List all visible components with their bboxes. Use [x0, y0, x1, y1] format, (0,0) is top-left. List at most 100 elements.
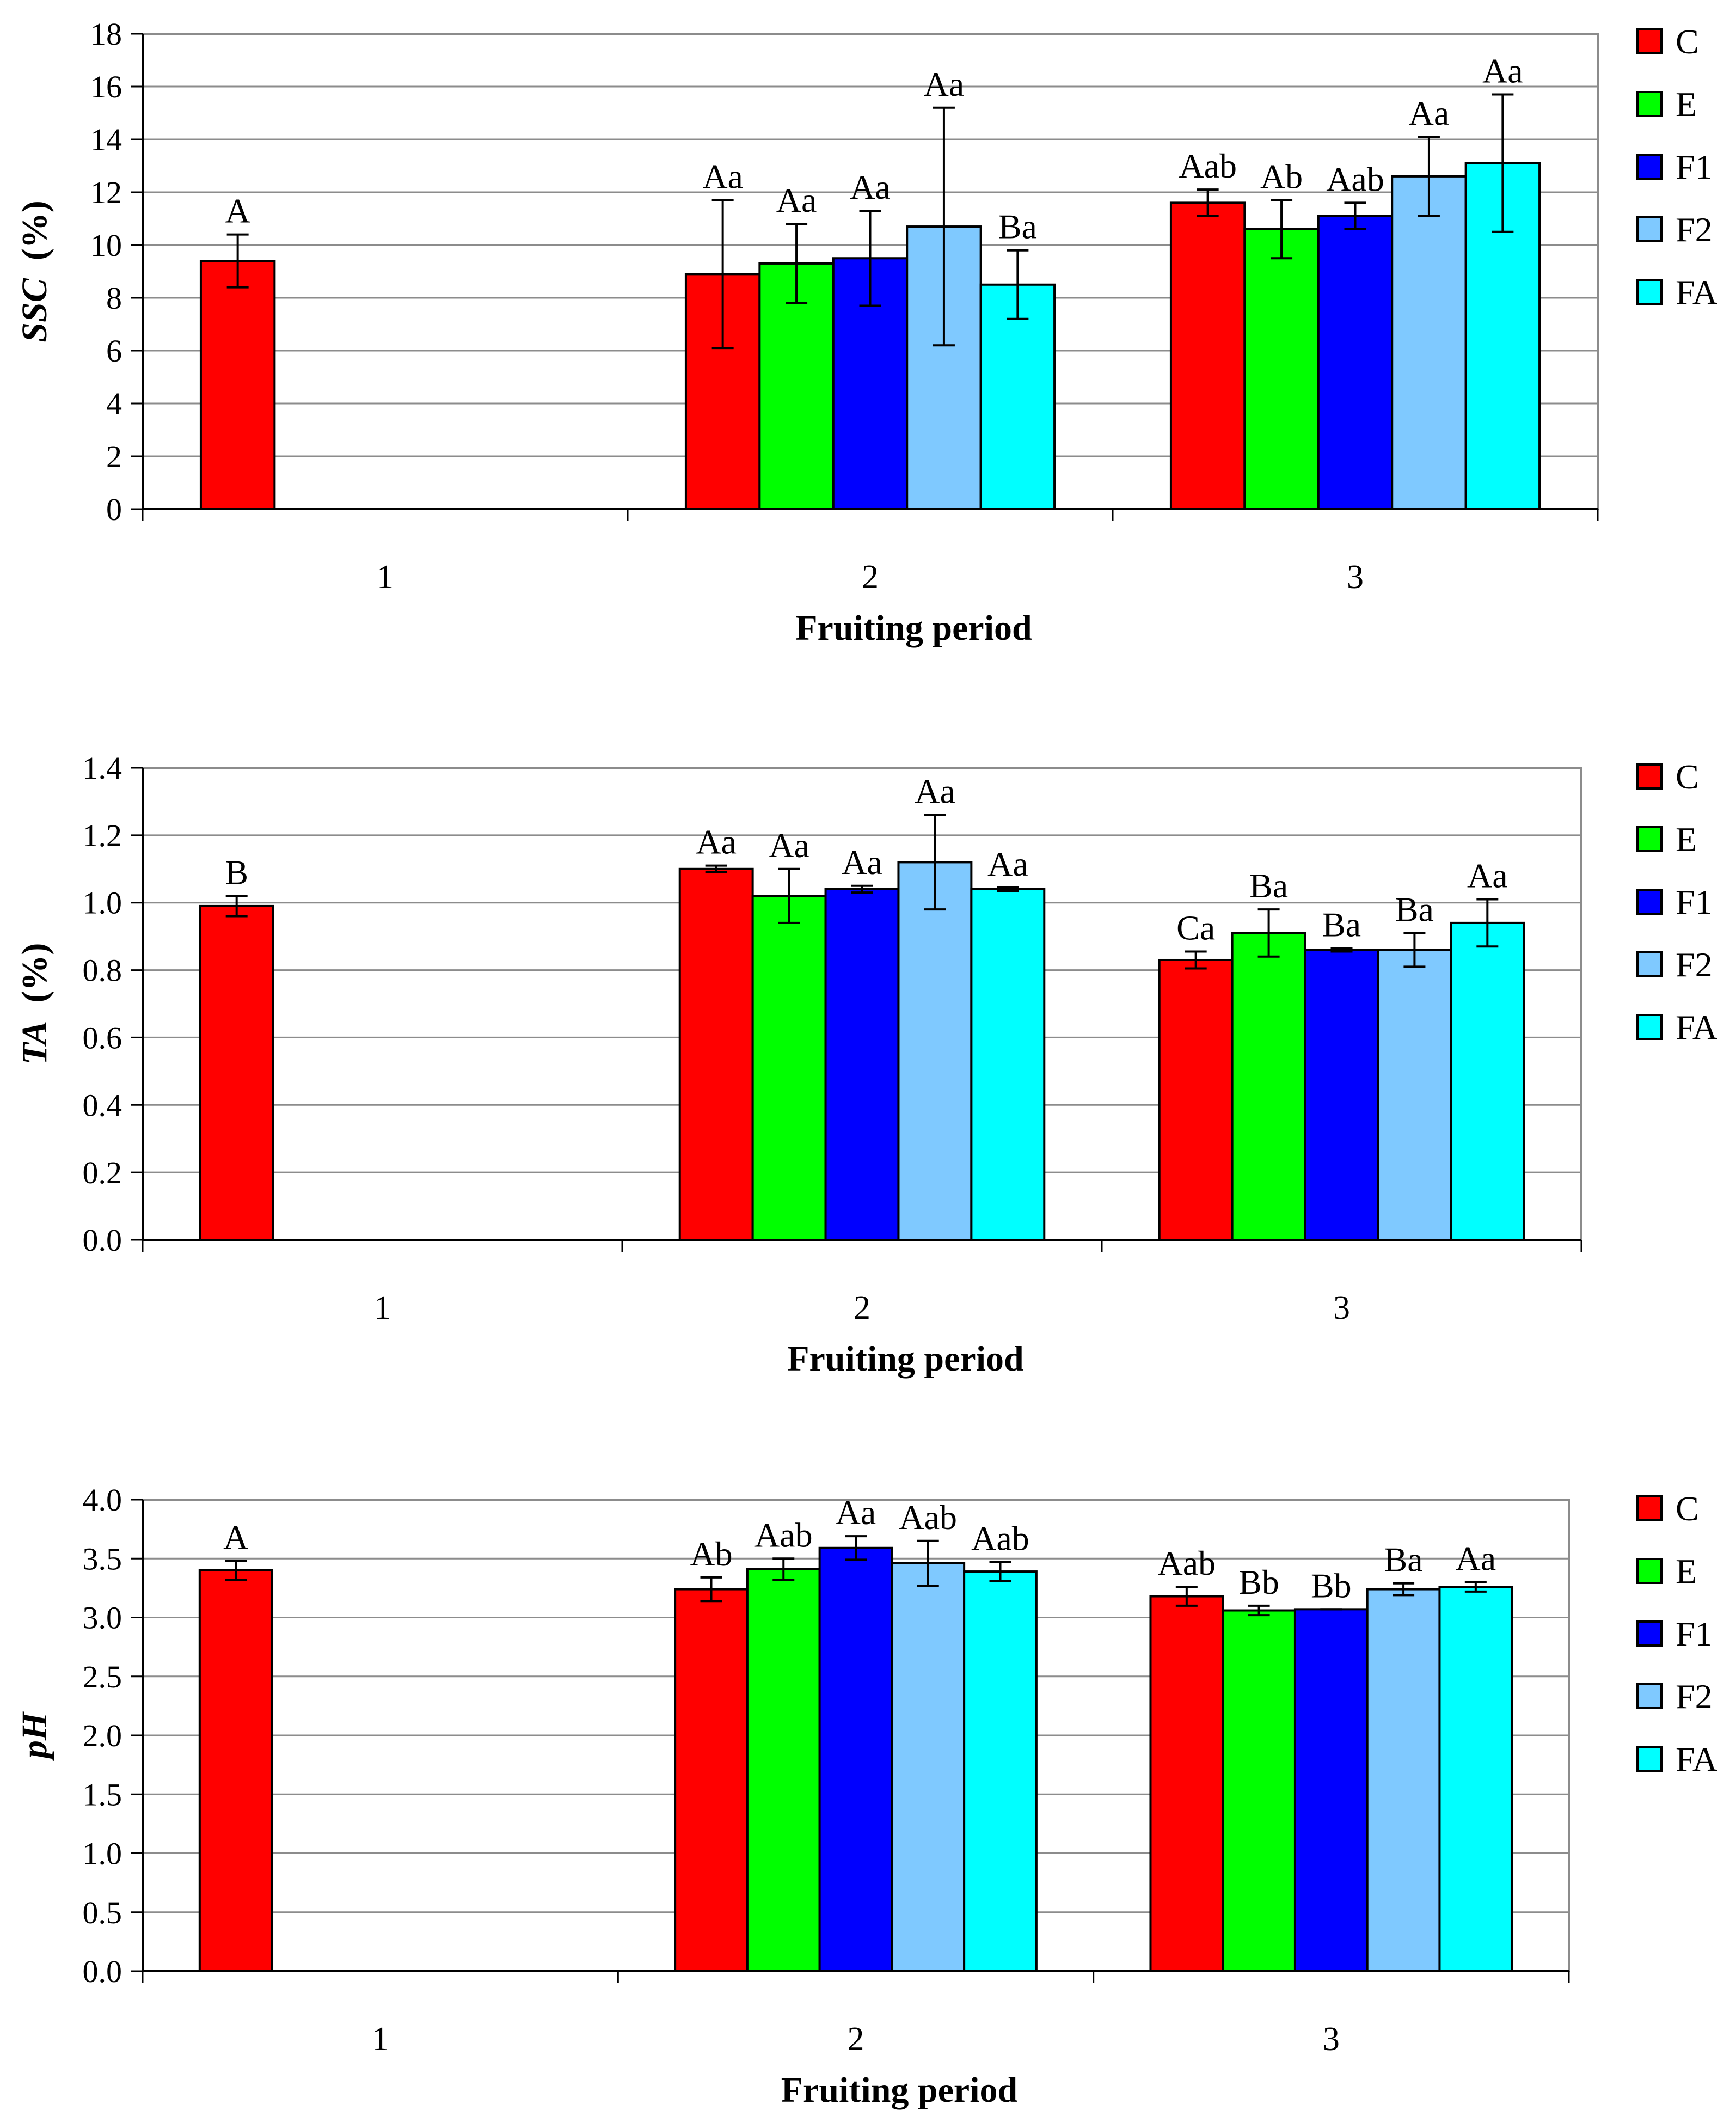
y-tick-label: 18 — [90, 16, 122, 52]
chart-panel-3: 0.0 0.5 1.0 1.5 2.0 2.5 3.0 3.5 4.0 1 2 3 A Ab Aab Aab B… — [15, 1482, 1717, 2110]
y-tick-label: 1.4 — [83, 750, 122, 786]
legend-label-E: E — [1676, 820, 1697, 859]
data-label: Aa — [776, 181, 817, 219]
y-axis-title-variable: pH — [15, 1711, 54, 1761]
y-tick-label: 3.5 — [83, 1541, 122, 1576]
y-tick-label: 0.2 — [83, 1155, 122, 1190]
data-label: Aa — [696, 823, 737, 861]
legend-swatch-F2 — [1636, 1683, 1663, 1709]
y-axis-title: TA (%) — [15, 943, 54, 1065]
bar-FA-period-2 — [963, 1570, 1038, 1972]
legend-swatch-F1 — [1636, 154, 1663, 180]
y-tick-label: 0 — [106, 492, 122, 527]
data-label: Ba — [1322, 905, 1361, 944]
data-label: Bb — [1238, 1563, 1279, 1601]
data-label: Aa — [1409, 94, 1450, 132]
x-axis-title: Fruiting period — [787, 1339, 1024, 1379]
data-label: Aab — [899, 1498, 957, 1537]
legend-label-E: E — [1676, 85, 1697, 124]
x-axis-title: Fruiting period — [781, 2070, 1018, 2110]
legend-label-F2: F2 — [1676, 210, 1713, 249]
data-label: Aa — [915, 772, 955, 811]
y-tick-label: 6 — [106, 333, 122, 369]
bar-F2-period-2 — [891, 1562, 966, 1972]
bar-E-period-2 — [746, 1568, 821, 1973]
x-axis-title: Fruiting period — [795, 608, 1032, 648]
y-tick-label: 2 — [106, 439, 122, 474]
bar-C-period-2 — [674, 1588, 749, 1973]
data-label: Ba — [1249, 866, 1288, 905]
legend-label-E: E — [1676, 1552, 1697, 1591]
y-tick-label: 0.0 — [83, 1954, 122, 1989]
legend-label-F1: F1 — [1676, 1615, 1713, 1653]
y-tick-label: 1.0 — [83, 1836, 122, 1872]
legend-label-F2: F2 — [1676, 1677, 1713, 1716]
bar-E-period-3 — [1231, 932, 1306, 1241]
data-label: Aab — [1158, 1544, 1216, 1582]
bar-FA-period-3 — [1438, 1586, 1513, 1972]
bar-C-period-1 — [198, 1569, 273, 1972]
x-tick-label: 1 — [377, 559, 394, 596]
legend-swatch-E — [1636, 91, 1663, 117]
legend-swatch-F1 — [1636, 889, 1663, 915]
data-label: Ab — [690, 1534, 732, 1573]
bar-E-period-2 — [758, 262, 835, 510]
bar-F2-period-2 — [897, 861, 973, 1241]
data-label: A — [225, 192, 250, 230]
data-label: Ca — [1176, 909, 1215, 947]
bar-F1-period-3 — [1293, 1608, 1369, 1972]
legend-label-C: C — [1676, 22, 1699, 61]
x-tick-label: 1 — [374, 1289, 391, 1326]
y-tick-label: 0.6 — [83, 1020, 122, 1055]
data-label: Aab — [1326, 160, 1384, 198]
legend-label-F1: F1 — [1676, 883, 1713, 921]
legend-swatch-FA — [1636, 1746, 1663, 1772]
data-label: B — [225, 853, 248, 891]
y-axis-title-variable: TA — [15, 1021, 54, 1065]
bar-FA-period-2 — [970, 888, 1046, 1241]
data-label: Ab — [1260, 157, 1303, 196]
legend-label-FA: FA — [1676, 1740, 1717, 1778]
legend-swatch-E — [1636, 826, 1663, 852]
data-label: Aa — [836, 1493, 876, 1532]
bar-F2-period-3 — [1391, 175, 1467, 510]
legend-swatch-E — [1636, 1558, 1663, 1584]
bar-FA-period-2 — [979, 283, 1056, 510]
bar-C-period-1 — [199, 260, 276, 510]
y-tick-label: 4.0 — [83, 1482, 122, 1518]
y-axis-title-unit: (%) — [15, 943, 54, 1021]
y-tick-label: 2.5 — [83, 1659, 122, 1695]
bar-E-period-3 — [1243, 228, 1320, 510]
y-tick-label: 12 — [90, 175, 122, 210]
bar-C-period-3 — [1158, 958, 1234, 1241]
legend-label-F2: F2 — [1676, 945, 1713, 984]
legend-label-F1: F1 — [1676, 148, 1713, 186]
x-tick-label: 3 — [1347, 559, 1364, 596]
y-tick-label: 1.0 — [83, 885, 122, 921]
data-label: Aa — [1456, 1539, 1496, 1578]
bar-C-period-3 — [1149, 1595, 1224, 1972]
data-label: Aab — [1179, 146, 1237, 185]
bar-F2-period-3 — [1377, 949, 1452, 1241]
bar-C-period-3 — [1169, 201, 1246, 510]
data-label: Bb — [1311, 1566, 1352, 1605]
y-axis-title-unit: (%) — [15, 200, 54, 278]
y-tick-label: 10 — [90, 228, 122, 263]
bar-F1-period-2 — [818, 1546, 893, 1972]
legend-label-C: C — [1676, 757, 1699, 796]
y-tick-label: 0.8 — [83, 953, 122, 988]
y-tick-label: 2.0 — [83, 1718, 122, 1753]
legend-swatch-F1 — [1636, 1620, 1663, 1647]
x-tick-label: 3 — [1323, 2021, 1340, 2058]
bar-E-period-2 — [751, 895, 827, 1242]
legend-swatch-FA — [1636, 279, 1663, 305]
y-tick-label: 14 — [90, 122, 122, 157]
y-tick-label: 0.5 — [83, 1895, 122, 1930]
y-tick-label: 1.2 — [83, 818, 122, 853]
bar-F2-period-3 — [1366, 1588, 1441, 1973]
y-axis-title-variable: SSC — [15, 278, 54, 342]
chart-panel-2: 0.0 0.2 0.4 0.6 0.8 1.0 1.2 1.4 1 2 3 B Aa Ca Aa Ba Aa Ba… — [15, 750, 1717, 1379]
data-label: Aa — [1482, 52, 1523, 90]
legend-label-C: C — [1676, 1489, 1699, 1528]
